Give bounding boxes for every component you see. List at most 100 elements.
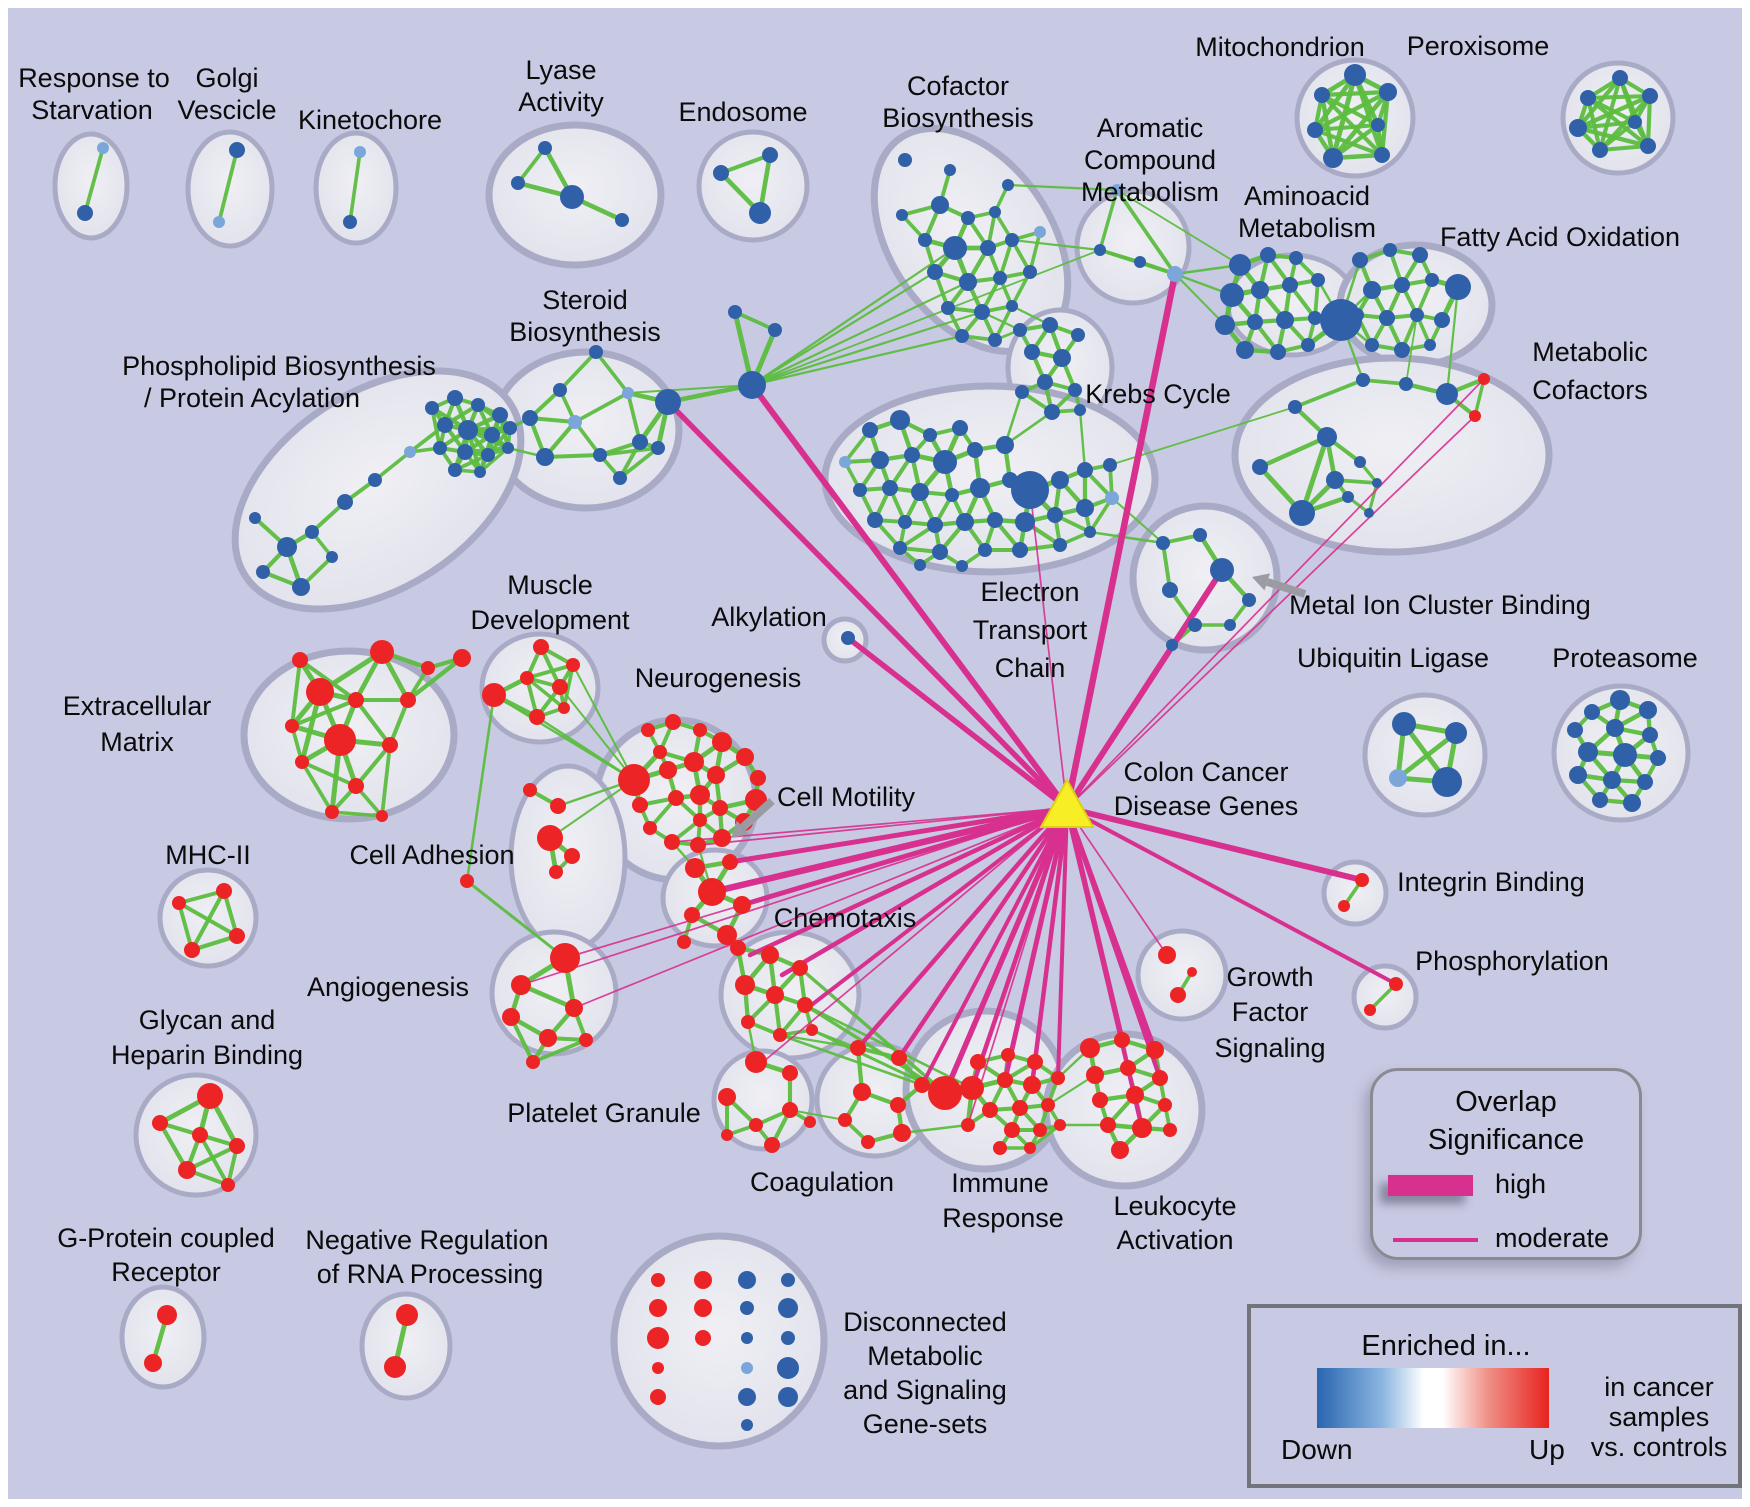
gene-set-node-phospholipid-biosynthesis[interactable] bbox=[503, 421, 517, 435]
gene-set-node-coagulation[interactable] bbox=[850, 1040, 866, 1056]
gene-set-node-glycan-heparin-binding[interactable] bbox=[197, 1083, 223, 1109]
gene-set-node-leukocyte-activation[interactable] bbox=[1120, 1060, 1136, 1076]
gene-set-node-lyase-activity[interactable] bbox=[538, 141, 552, 155]
gene-set-node-aminoacid-metabolism[interactable] bbox=[1251, 281, 1269, 299]
gene-set-node-aminoacid-metabolism[interactable] bbox=[1260, 247, 1276, 263]
gene-set-node-immune-response[interactable] bbox=[1004, 1122, 1020, 1138]
gene-set-node-bridge-hub[interactable] bbox=[768, 323, 782, 337]
gene-set-node-electron-transport-chain[interactable] bbox=[898, 515, 912, 529]
gene-set-node-neurogenesis[interactable] bbox=[736, 748, 754, 766]
gene-set-node-mhc-ii[interactable] bbox=[216, 883, 232, 899]
gene-set-node-electron-transport-chain[interactable] bbox=[867, 512, 883, 528]
gene-set-node-phospholipid-biosynthesis[interactable] bbox=[292, 578, 310, 596]
gene-set-node-fatty-acid-oxidation[interactable] bbox=[1352, 252, 1368, 268]
gene-set-node-electron-transport-chain[interactable] bbox=[1051, 471, 1069, 489]
gene-set-node-cell-motility[interactable] bbox=[685, 858, 705, 878]
gene-set-node-cofactor-biosynthesis[interactable] bbox=[1002, 179, 1014, 191]
gene-set-node-cofactor-biosynthesis[interactable] bbox=[1006, 300, 1018, 312]
gene-set-node-metal-ion-cluster-binding[interactable] bbox=[1188, 618, 1202, 632]
gene-set-node-phospholipid-biosynthesis[interactable] bbox=[471, 398, 485, 412]
gene-set-node-cell-motility[interactable] bbox=[677, 935, 691, 949]
gene-set-node-extracellular-matrix[interactable] bbox=[348, 692, 364, 708]
gene-set-node-coagulation[interactable] bbox=[838, 1113, 852, 1127]
gene-set-node-extracellular-matrix[interactable] bbox=[400, 692, 416, 708]
gene-set-node-neurogenesis[interactable] bbox=[653, 745, 667, 759]
gene-set-node-steroid-biosynthesis[interactable] bbox=[536, 448, 554, 466]
gene-set-node-aminoacid-metabolism[interactable] bbox=[1229, 254, 1251, 276]
gene-set-node-electron-transport-chain[interactable] bbox=[996, 436, 1014, 454]
gene-set-node-metal-ion-cluster-binding[interactable] bbox=[1242, 593, 1256, 607]
gene-set-node-coagulation[interactable] bbox=[861, 1135, 875, 1149]
gene-set-node-disconnected-gene-sets[interactable] bbox=[741, 1362, 753, 1374]
gene-set-node-platelet-granule[interactable] bbox=[782, 1065, 798, 1081]
gene-set-node-neurogenesis[interactable] bbox=[641, 723, 655, 737]
gene-set-node-electron-transport-chain[interactable] bbox=[911, 483, 929, 501]
gene-set-node-extracellular-matrix[interactable] bbox=[295, 755, 309, 769]
gene-set-node-immune-response[interactable] bbox=[928, 1076, 962, 1110]
gene-set-node-peroxisome[interactable] bbox=[1592, 142, 1608, 158]
gene-set-node-cell-adhesion[interactable] bbox=[564, 848, 580, 864]
gene-set-node-krebs-cycle[interactable] bbox=[1071, 328, 1085, 342]
gene-set-node-golgi-vescicle[interactable] bbox=[229, 142, 245, 158]
gene-set-node-fatty-acid-oxidation[interactable] bbox=[1350, 308, 1364, 322]
gene-set-node-krebs-cycle[interactable] bbox=[1037, 374, 1053, 390]
gene-set-node-cell-motility[interactable] bbox=[684, 907, 700, 923]
gene-set-node-glycan-heparin-binding[interactable] bbox=[192, 1127, 208, 1143]
gene-set-node-neurogenesis[interactable] bbox=[712, 732, 732, 752]
gene-set-node-mhc-ii[interactable] bbox=[172, 896, 186, 910]
gene-set-node-electron-transport-chain[interactable] bbox=[890, 410, 910, 430]
gene-set-node-aminoacid-metabolism[interactable] bbox=[1215, 315, 1235, 335]
gene-set-node-proteasome[interactable] bbox=[1584, 704, 1600, 720]
gene-set-node-electron-transport-chain[interactable] bbox=[1011, 471, 1049, 509]
gene-set-node-aminoacid-metabolism[interactable] bbox=[1236, 341, 1254, 359]
gene-set-node-disconnected-gene-sets[interactable] bbox=[740, 1301, 754, 1315]
gene-set-node-cell-adhesion[interactable] bbox=[550, 798, 566, 814]
gene-set-node-cell-adhesion[interactable] bbox=[523, 783, 537, 797]
gene-set-node-metabolic-cofactors[interactable] bbox=[1288, 400, 1302, 414]
gene-set-node-immune-response[interactable] bbox=[960, 1076, 984, 1100]
gene-set-node-cofactor-biosynthesis[interactable] bbox=[988, 333, 1002, 347]
gene-set-node-metal-ion-cluster-binding[interactable] bbox=[1193, 528, 1207, 542]
gene-set-node-cofactor-biosynthesis[interactable] bbox=[943, 236, 967, 260]
gene-set-node-phospholipid-biosynthesis[interactable] bbox=[404, 446, 416, 458]
gene-set-node-lyase-activity[interactable] bbox=[511, 176, 525, 190]
gene-set-node-krebs-cycle[interactable] bbox=[1042, 317, 1058, 333]
gene-set-node-cofactor-biosynthesis[interactable] bbox=[1023, 265, 1037, 279]
gene-set-node-cofactor-biosynthesis[interactable] bbox=[993, 271, 1007, 285]
gene-set-node-disconnected-gene-sets[interactable] bbox=[649, 1299, 667, 1317]
gene-set-node-neurogenesis[interactable] bbox=[618, 764, 650, 796]
gene-set-node-electron-transport-chain[interactable] bbox=[1012, 542, 1028, 558]
gene-set-node-immune-response[interactable] bbox=[997, 1072, 1013, 1088]
gene-set-node-steroid-biosynthesis[interactable] bbox=[651, 441, 665, 455]
gene-set-node-angiogenesis[interactable] bbox=[550, 943, 580, 973]
gene-set-node-fatty-acid-oxidation[interactable] bbox=[1412, 247, 1428, 263]
gene-set-node-disconnected-gene-sets[interactable] bbox=[781, 1331, 795, 1345]
gene-set-node-electron-transport-chain[interactable] bbox=[923, 428, 937, 442]
gene-set-node-metabolic-cofactors[interactable] bbox=[1326, 471, 1344, 489]
gene-set-node-neurogenesis[interactable] bbox=[643, 821, 657, 835]
gene-set-node-aminoacid-metabolism[interactable] bbox=[1289, 251, 1303, 265]
gene-set-node-angiogenesis[interactable] bbox=[502, 1008, 520, 1026]
gene-set-node-immune-response[interactable] bbox=[1041, 1098, 1055, 1112]
gene-set-node-ubiquitin-ligase[interactable] bbox=[1389, 769, 1407, 787]
gene-set-node-peroxisome[interactable] bbox=[1569, 119, 1587, 137]
gene-set-node-neurogenesis[interactable] bbox=[632, 797, 648, 813]
gene-set-node-leukocyte-activation[interactable] bbox=[1163, 1123, 1177, 1137]
gene-set-node-electron-transport-chain[interactable] bbox=[978, 543, 992, 557]
gene-set-node-disconnected-gene-sets[interactable] bbox=[647, 1327, 669, 1349]
gene-set-node-metabolic-cofactors[interactable] bbox=[1399, 377, 1413, 391]
gene-set-node-neurogenesis[interactable] bbox=[668, 790, 684, 806]
gene-set-node-electron-transport-chain[interactable] bbox=[862, 422, 878, 438]
gene-set-node-steroid-biosynthesis[interactable] bbox=[613, 471, 627, 485]
gene-set-node-leukocyte-activation[interactable] bbox=[1086, 1066, 1104, 1084]
gene-set-node-steroid-biosynthesis[interactable] bbox=[522, 410, 538, 426]
gene-set-node-neurogenesis[interactable] bbox=[665, 714, 681, 730]
gene-set-node-muscle-development[interactable] bbox=[482, 683, 506, 707]
gene-set-node-immune-response[interactable] bbox=[970, 1054, 986, 1070]
gene-set-node-mhc-ii[interactable] bbox=[184, 942, 200, 958]
gene-set-node-disconnected-gene-sets[interactable] bbox=[738, 1388, 756, 1406]
gene-set-node-immune-response[interactable] bbox=[1027, 1054, 1043, 1070]
gene-set-node-cofactor-biosynthesis[interactable] bbox=[918, 233, 932, 247]
gene-set-node-immune-response[interactable] bbox=[1051, 1071, 1065, 1085]
gene-set-node-ubiquitin-ligase[interactable] bbox=[1392, 712, 1416, 736]
